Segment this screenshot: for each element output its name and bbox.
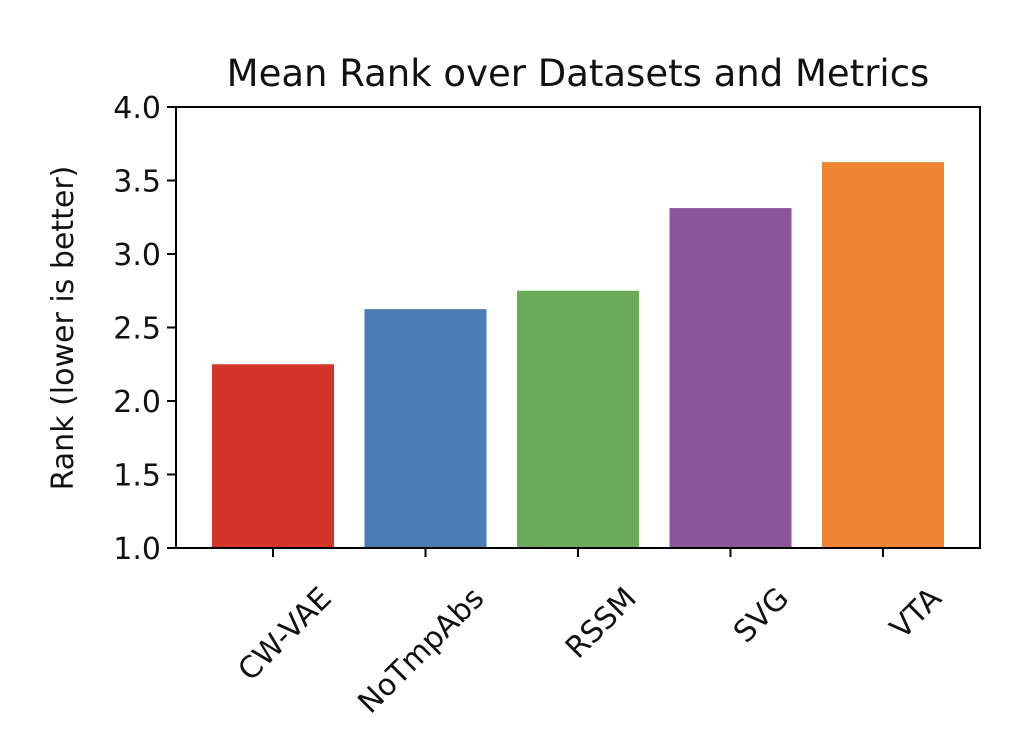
bars-group xyxy=(212,162,944,548)
bar-rssm xyxy=(517,290,639,548)
y-tick-label: 3.5 xyxy=(113,165,161,200)
y-tick-label: 1.0 xyxy=(113,532,161,567)
x-tick-label: VTA xyxy=(884,581,949,646)
plot-frame xyxy=(175,106,981,549)
x-tick-label: RSSM xyxy=(559,581,644,666)
bar-cw-vae xyxy=(212,364,334,548)
y-ticks-group: 1.0 1.5 2.0 2.5 3.0 3.5 4.0 xyxy=(113,91,176,567)
bar-vta xyxy=(822,162,944,548)
y-tick-label: 3.0 xyxy=(113,238,161,273)
y-tick-label: 2.5 xyxy=(113,312,161,347)
x-ticks-group: CW-VAE NoTmpAbs RSSM SVG VTA xyxy=(231,548,949,721)
x-tick-label: CW-VAE xyxy=(231,581,338,688)
chart-title: Mean Rank over Datasets and Metrics xyxy=(227,52,930,95)
bar-svg xyxy=(669,208,792,548)
bar-notmpabs xyxy=(364,309,487,548)
y-tick-label: 4.0 xyxy=(113,91,161,126)
y-axis-label: Rank (lower is better) xyxy=(46,166,81,491)
x-tick-label: NoTmpAbs xyxy=(351,581,491,721)
y-tick-label: 1.5 xyxy=(113,459,161,494)
x-tick-label: SVG xyxy=(727,581,796,650)
y-tick-label: 2.0 xyxy=(113,385,161,420)
